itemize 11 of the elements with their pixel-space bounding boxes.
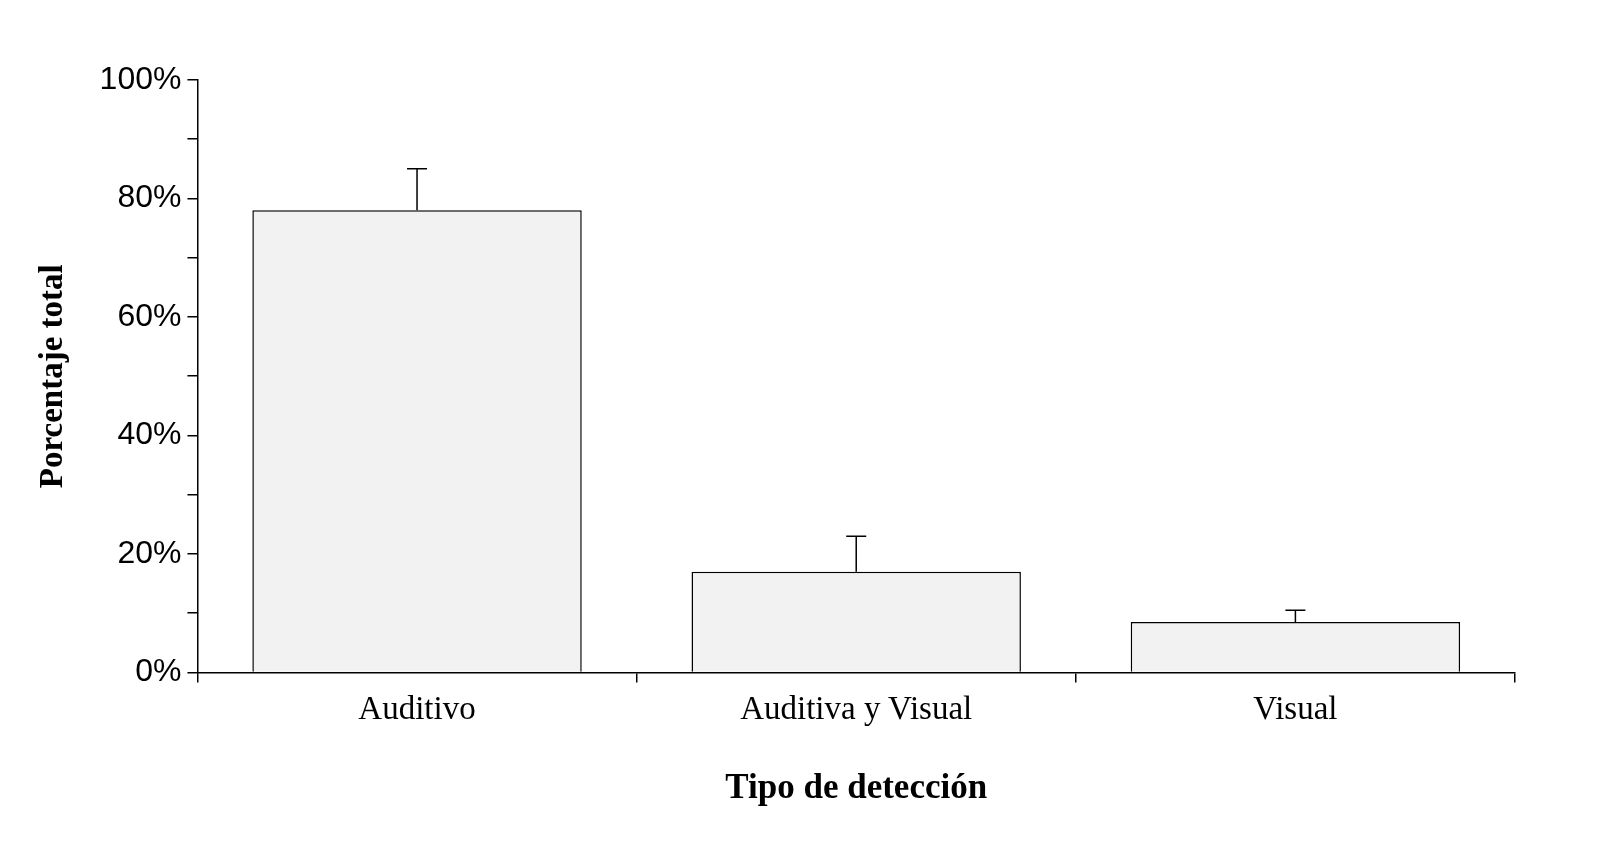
x-axis-title: Tipo de detección — [725, 767, 988, 807]
y-tick-label: 60% — [117, 296, 182, 333]
y-tick-label: 20% — [117, 533, 182, 570]
x-tick-label: Visual — [1253, 689, 1338, 726]
y-tick-label: 100% — [99, 59, 182, 96]
y-tick-label: 40% — [117, 415, 182, 452]
y-tick-label: 80% — [117, 178, 182, 215]
x-tick-label: Auditiva y Visual — [740, 689, 973, 726]
x-tick-label: Auditivo — [358, 689, 476, 726]
y-tick-label: 0% — [135, 652, 182, 689]
y-axis-title: Porcentaje total — [33, 264, 70, 489]
